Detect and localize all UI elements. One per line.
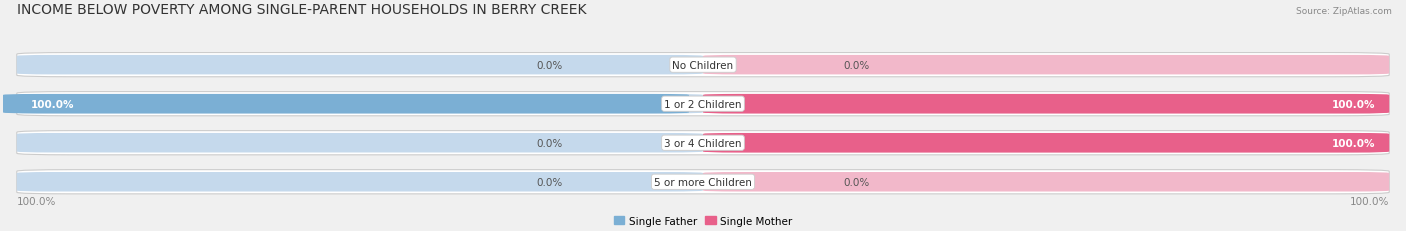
Text: 0.0%: 0.0% xyxy=(537,60,562,70)
FancyBboxPatch shape xyxy=(17,172,703,192)
FancyBboxPatch shape xyxy=(17,53,1389,77)
Text: INCOME BELOW POVERTY AMONG SINGLE-PARENT HOUSEHOLDS IN BERRY CREEK: INCOME BELOW POVERTY AMONG SINGLE-PARENT… xyxy=(17,3,586,17)
Text: 100.0%: 100.0% xyxy=(17,196,56,206)
FancyBboxPatch shape xyxy=(703,56,1389,75)
Text: 100.0%: 100.0% xyxy=(31,99,75,109)
FancyBboxPatch shape xyxy=(17,133,703,153)
Text: 3 or 4 Children: 3 or 4 Children xyxy=(664,138,742,148)
Text: 0.0%: 0.0% xyxy=(537,138,562,148)
FancyBboxPatch shape xyxy=(3,94,689,114)
Text: 100.0%: 100.0% xyxy=(1350,196,1389,206)
Text: Source: ZipAtlas.com: Source: ZipAtlas.com xyxy=(1296,7,1392,16)
FancyBboxPatch shape xyxy=(703,133,1389,153)
Legend: Single Father, Single Mother: Single Father, Single Mother xyxy=(610,212,796,230)
Text: 0.0%: 0.0% xyxy=(537,177,562,187)
Text: 1 or 2 Children: 1 or 2 Children xyxy=(664,99,742,109)
FancyBboxPatch shape xyxy=(17,131,1389,155)
Text: No Children: No Children xyxy=(672,60,734,70)
FancyBboxPatch shape xyxy=(703,172,1389,192)
FancyBboxPatch shape xyxy=(17,170,1389,194)
Text: 5 or more Children: 5 or more Children xyxy=(654,177,752,187)
FancyBboxPatch shape xyxy=(703,94,1389,114)
FancyBboxPatch shape xyxy=(17,92,1389,116)
Text: 100.0%: 100.0% xyxy=(1331,99,1375,109)
Text: 0.0%: 0.0% xyxy=(844,177,869,187)
Text: 0.0%: 0.0% xyxy=(844,60,869,70)
FancyBboxPatch shape xyxy=(703,133,1389,153)
FancyBboxPatch shape xyxy=(17,94,703,114)
FancyBboxPatch shape xyxy=(17,56,703,75)
FancyBboxPatch shape xyxy=(703,94,1389,114)
Text: 100.0%: 100.0% xyxy=(1331,138,1375,148)
